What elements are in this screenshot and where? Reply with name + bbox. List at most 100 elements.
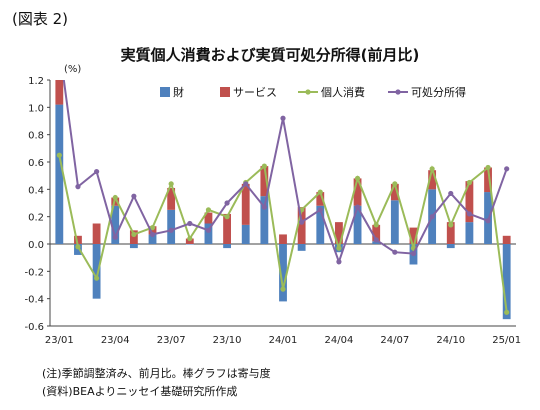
consumption-point [56, 152, 62, 158]
consumption-point [149, 225, 156, 231]
income-point [280, 115, 286, 121]
bar-services [390, 183, 399, 201]
bar-goods [279, 244, 287, 302]
bar-services [129, 230, 138, 244]
income-point [75, 184, 81, 190]
y-tick-label: -0.4 [24, 295, 44, 306]
consumption-point [466, 179, 472, 186]
bar-services [465, 181, 474, 223]
consumption-point [205, 207, 212, 213]
bar-services [167, 187, 176, 210]
y-tick-label: 0.6 [28, 158, 44, 169]
consumption-point [429, 166, 435, 172]
consumption-point [317, 189, 323, 195]
bar-services [74, 235, 82, 244]
bar-goods [316, 205, 325, 244]
x-tick-label: 23/01 [45, 335, 74, 346]
y-tick-label: -0.6 [24, 322, 44, 333]
x-tick-label: 24/04 [325, 335, 354, 346]
bar-services [223, 213, 231, 244]
bar-goods [241, 224, 250, 244]
x-tick-label: 24/07 [380, 335, 409, 346]
bar-goods [74, 244, 82, 255]
income-point [373, 237, 379, 243]
bar-goods [167, 209, 176, 244]
note-line: (注)季節調整済み、前月比。棒グラフは寄与度 [42, 367, 271, 380]
bar-services [55, 80, 64, 105]
chart-title: 実質個人消費および実質可処分所得(前月比) [120, 46, 420, 64]
income-point [410, 250, 417, 257]
consumption-point [336, 245, 342, 251]
consumption-point [392, 181, 398, 187]
y-tick-label: 0.4 [28, 185, 44, 196]
income-point [224, 200, 230, 206]
bar-services [316, 192, 325, 206]
consumption-point [131, 231, 137, 238]
bar-goods [223, 244, 231, 249]
bar-services [297, 207, 306, 244]
x-tick-label: 23/07 [157, 335, 186, 346]
consumption-point [504, 309, 510, 315]
income-point [261, 204, 267, 210]
income-point [205, 227, 212, 233]
legend-swatch-point [305, 89, 311, 95]
income-point [149, 231, 156, 238]
bar-services [353, 178, 362, 206]
x-tick-label: 23/10 [213, 335, 242, 346]
legend-label: 可処分所得 [411, 86, 466, 99]
income-point [131, 193, 137, 199]
figure-label: (図表 2) [12, 10, 69, 28]
income-point [112, 234, 118, 240]
legend-swatch [160, 87, 170, 97]
legend-swatch-point [395, 89, 401, 95]
bar-goods [353, 205, 362, 244]
consumption-point [448, 222, 454, 228]
bar-goods [390, 200, 399, 244]
consumption-point [224, 214, 230, 220]
bar-goods [465, 222, 474, 244]
x-tick-label: 24/01 [269, 335, 298, 346]
legend-label: サービス [233, 86, 277, 99]
bar-services [335, 222, 343, 244]
bar-services [484, 167, 492, 193]
income-point [504, 166, 510, 172]
bar-services [409, 227, 418, 244]
income-point [168, 227, 174, 233]
bar-services [260, 166, 269, 197]
income-point [299, 219, 305, 225]
income-point [485, 218, 491, 224]
y-tick-label: 1.0 [28, 103, 44, 114]
consumption-point [280, 286, 286, 292]
consumption-point [261, 163, 267, 169]
consumption-point [168, 181, 174, 187]
income-point [392, 249, 398, 255]
bar-goods [129, 244, 138, 249]
income-line [62, 80, 508, 265]
bar-services [92, 223, 101, 244]
bar-services [185, 238, 194, 244]
bar-goods [260, 196, 269, 244]
income-point [187, 220, 193, 227]
y-tick-label: 0.2 [28, 213, 44, 224]
consumption-point [354, 175, 361, 181]
y-unit-label: (%) [64, 64, 81, 75]
bar-goods [297, 244, 306, 251]
income-point [448, 190, 454, 197]
income-point [243, 181, 249, 187]
x-tick-label: 24/10 [436, 335, 465, 346]
income-point [429, 214, 435, 220]
bar-goods [502, 244, 511, 320]
legend-label: 財 [173, 85, 184, 99]
bar-services [502, 235, 511, 244]
legend-label: 個人消費 [321, 85, 365, 99]
income-point [317, 207, 323, 213]
bar-goods [148, 234, 157, 244]
consumption-point [75, 244, 81, 250]
bar-goods [446, 244, 455, 249]
x-tick-label: 25/01 [492, 335, 521, 346]
bar-services [428, 170, 437, 190]
bar-services [148, 226, 157, 235]
consumption-point [373, 222, 379, 228]
y-tick-label: 0.0 [28, 240, 44, 251]
